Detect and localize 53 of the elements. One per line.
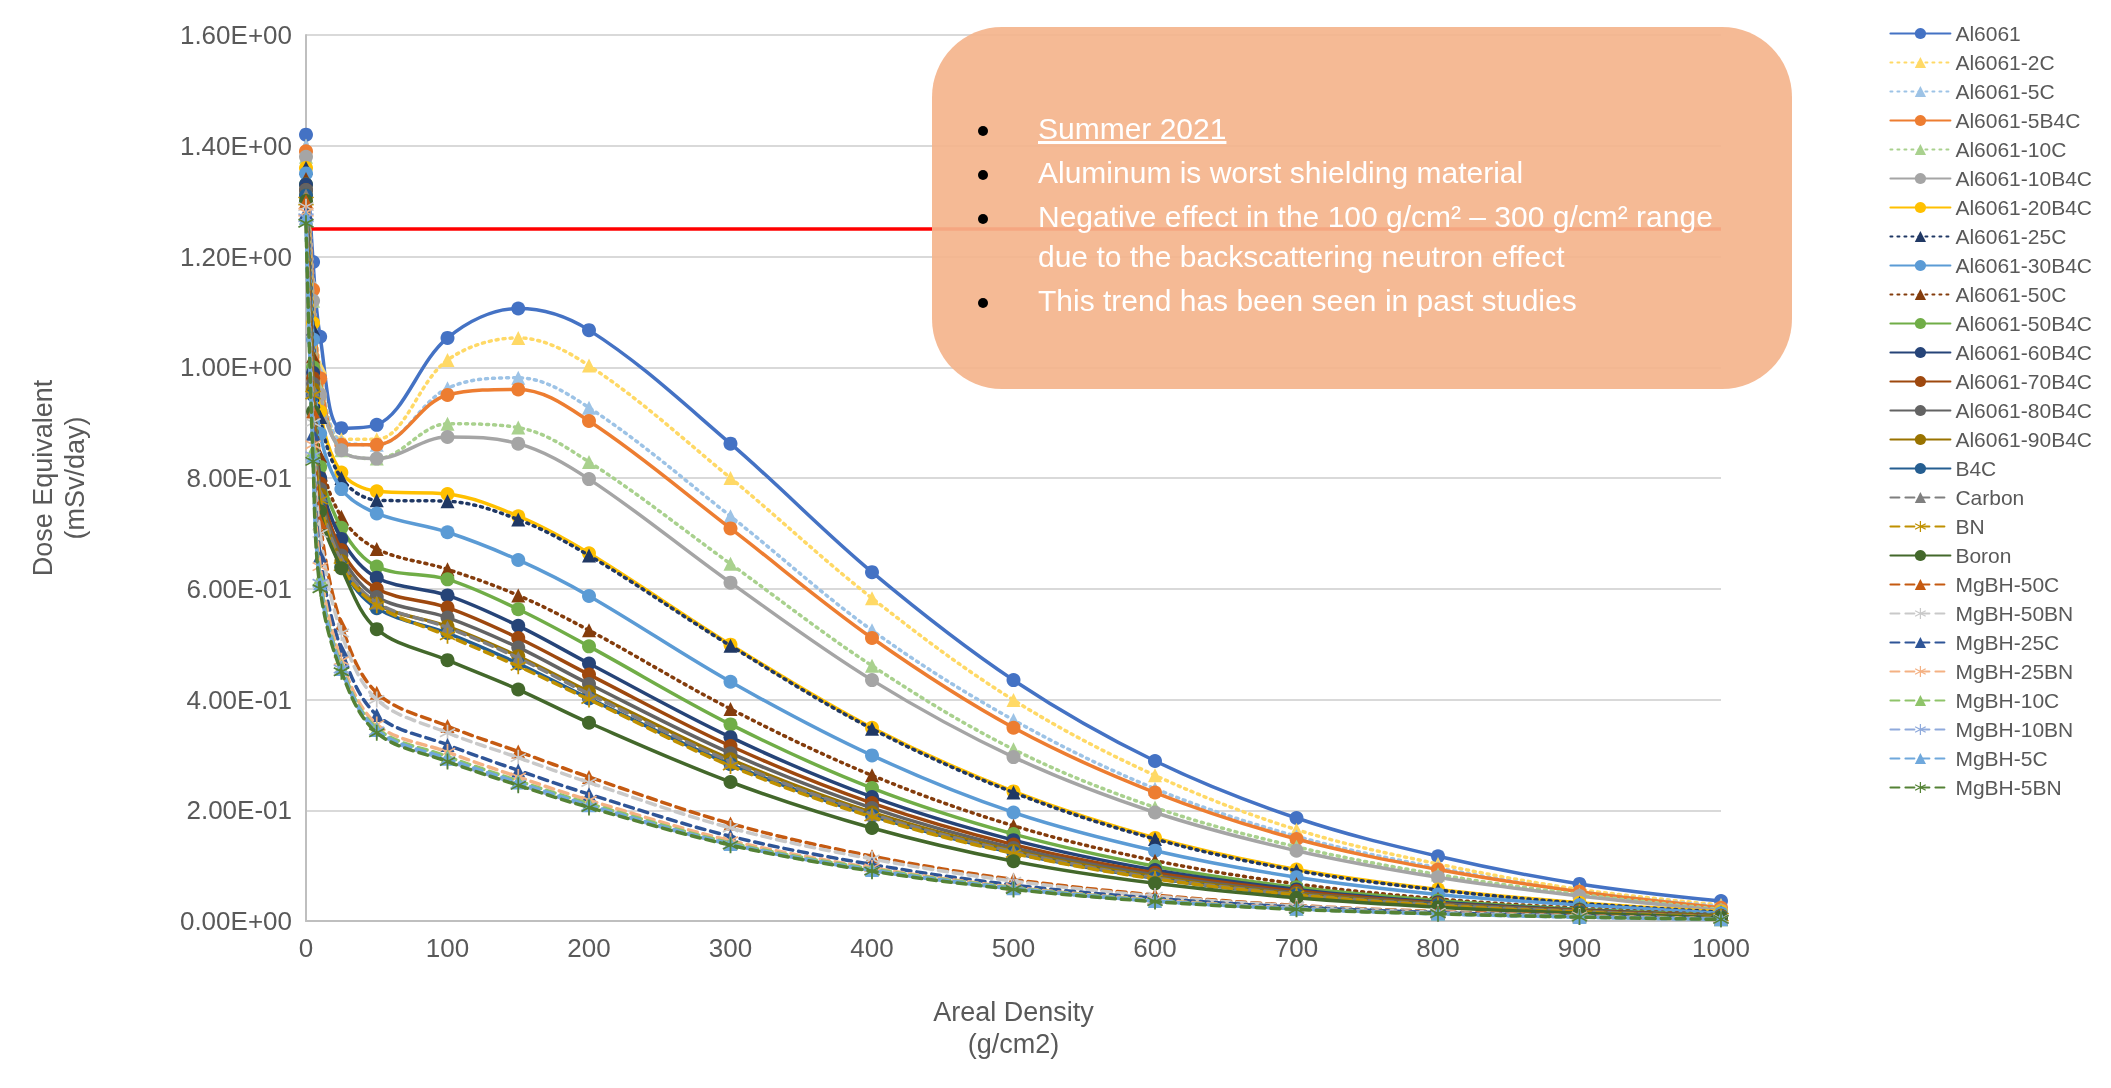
y-tick-label: 0.00E+00 — [179, 906, 292, 936]
legend-label: Al6061-50C — [1955, 283, 2067, 306]
legend-label: Boron — [1955, 544, 2012, 567]
legend-label: Al6061-10B4C — [1955, 167, 2092, 190]
y-tick-label: 2.00E-01 — [186, 795, 292, 826]
y-tick-label: 1.20E+00 — [179, 241, 292, 272]
y-tick-label: 1.00E+00 — [179, 352, 292, 383]
y-tick-label: 8.00E-01 — [186, 463, 292, 493]
x-tick-label: 800 — [1416, 933, 1460, 963]
x-tick-label: 100 — [425, 933, 470, 963]
x-tick-label: 900 — [1557, 933, 1602, 963]
x-tick-label: 0 — [298, 933, 314, 963]
legend-label: B4C — [1955, 457, 1997, 480]
legend-label: Al6061-5C — [1955, 80, 2055, 103]
x-tick-label: 200 — [567, 933, 611, 963]
x-tick-label: 400 — [850, 933, 894, 963]
x-tick-label: 1000 — [1692, 933, 1750, 963]
legend-label: MgBH-50BN — [1955, 602, 2074, 625]
legend-label: MgBH-25C — [1955, 631, 2060, 654]
x-tick-label: 500 — [991, 933, 1036, 963]
y-axis-title: Dose Equivalent (mSv/day) — [28, 379, 90, 577]
y-tick-label: 1.40E+00 — [179, 130, 292, 161]
x-tick-label: 600 — [1133, 933, 1177, 963]
legend-label: Al6061-5B4C — [1955, 109, 2081, 132]
legend-label: Al6061-2C — [1955, 51, 2055, 74]
x-axis-title: Areal Density (g/cm2) — [933, 997, 1095, 1059]
annotation: Negative effect in the 100 g/cm² – 300 g/cm² range due to the backscattering neutron effect — [1038, 199, 1714, 275]
legend-label: MgBH-5BN — [1955, 776, 2062, 799]
legend-label: Al6061-60B4C — [1955, 341, 2092, 364]
legend-label: BN — [1955, 515, 1985, 538]
legend-label: Al6061-30B4C — [1955, 254, 2092, 277]
legend-label: MgBH-5C — [1955, 747, 2048, 770]
x-tick-label: 700 — [1274, 933, 1319, 963]
legend-label: Al6061-25C — [1955, 225, 2067, 248]
annotation: This trend has been seen in past studies — [1038, 283, 1578, 319]
legend-label: MgBH-25BN — [1955, 660, 2074, 683]
legend-label: Al6061-50B4C — [1955, 312, 2092, 335]
y-tick-label: 1.60E+00 — [179, 20, 292, 50]
legend-label: Carbon — [1955, 486, 2025, 509]
legend-label: Al6061-10C — [1955, 138, 2067, 161]
legend-label: Al6061-90B4C — [1955, 428, 2092, 451]
legend-label: MgBH-50C — [1955, 573, 2060, 596]
legend-label: Al6061-80B4C — [1955, 399, 2092, 422]
legend-label: Al6061-70B4C — [1955, 370, 2092, 393]
legend-label: Al6061-20B4C — [1955, 196, 2092, 219]
legend-label: MgBH-10BN — [1955, 718, 2074, 741]
annotation: Summer 2021 — [1038, 111, 1228, 147]
legend-label: Al6061 — [1955, 22, 2021, 45]
y-tick-label: 6.00E-01 — [186, 573, 292, 604]
x-tick-label: 300 — [708, 933, 753, 963]
y-tick-label: 4.00E-01 — [186, 684, 292, 715]
legend-label: MgBH-10C — [1955, 689, 2060, 712]
annotation: Aluminum is worst shielding material — [1038, 155, 1525, 191]
